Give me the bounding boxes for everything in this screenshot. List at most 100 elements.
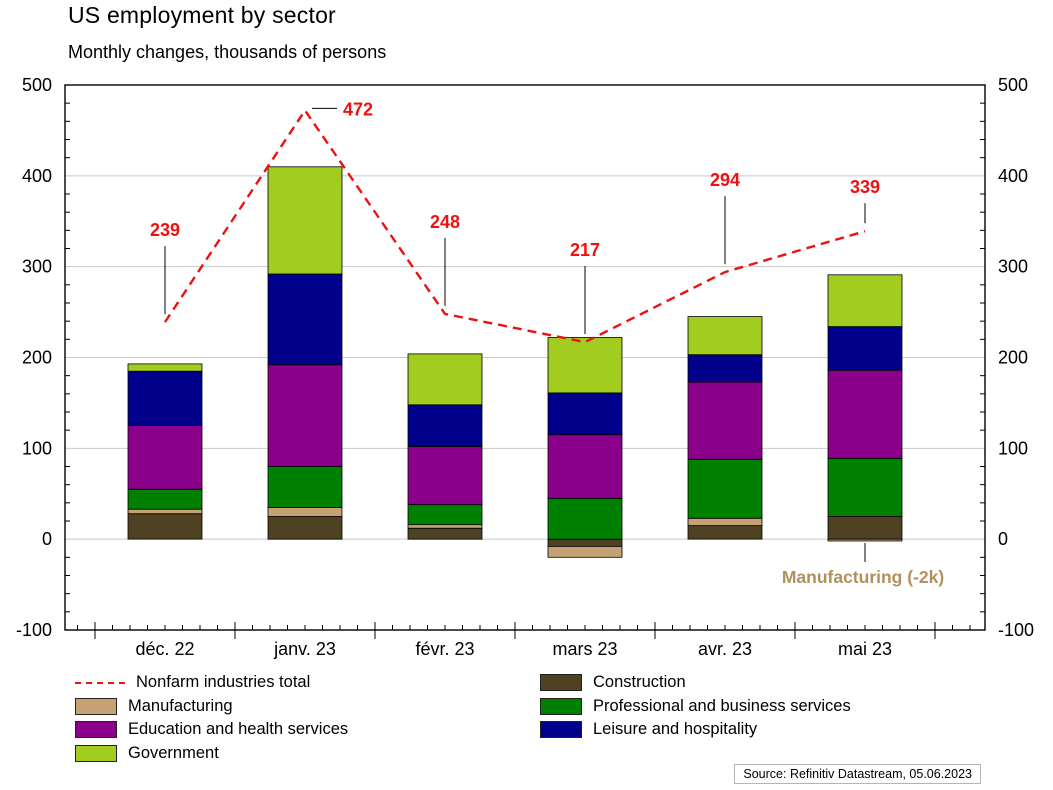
legend-item-education-and-health-services: Education and health services <box>75 718 540 742</box>
bar-segment <box>827 516 903 540</box>
svg-text:100: 100 <box>22 438 52 458</box>
svg-text:mai 23: mai 23 <box>838 639 892 659</box>
bar-segment <box>547 497 623 540</box>
plot-frame <box>64 84 986 631</box>
bar-segment <box>407 527 483 540</box>
bar-segment <box>687 517 763 526</box>
legend-swatch-professional-and-business-services <box>540 697 582 715</box>
legend-item-manufacturing: Manufacturing <box>75 695 540 719</box>
legend-swatch-government <box>75 744 117 762</box>
svg-text:0: 0 <box>998 529 1008 549</box>
bars <box>127 166 903 558</box>
svg-text:248: 248 <box>430 212 460 232</box>
bar-segment <box>267 364 343 467</box>
svg-text:févr. 23: févr. 23 <box>415 639 474 659</box>
bar-segment <box>547 392 623 436</box>
svg-text:300: 300 <box>998 257 1028 277</box>
svg-text:200: 200 <box>22 348 52 368</box>
bar-segment <box>407 353 483 406</box>
manufacturing-annotation: Manufacturing (-2k) <box>782 542 944 587</box>
svg-text:200: 200 <box>998 348 1028 368</box>
bar-segment <box>127 508 203 515</box>
svg-text:0: 0 <box>42 529 52 549</box>
legend-column-1: Nonfarm industries total Manufacturing Edu… <box>75 671 540 765</box>
svg-text:janv. 23: janv. 23 <box>273 639 336 659</box>
bar-segment <box>827 274 903 327</box>
legend-item-construction: Construction <box>540 671 851 695</box>
svg-text:500: 500 <box>998 75 1028 95</box>
svg-text:déc. 22: déc. 22 <box>135 639 194 659</box>
bar-segment <box>407 504 483 526</box>
bar-segment <box>547 538 623 547</box>
legend-item-professional-and-business-services: Professional and business services <box>540 695 851 719</box>
svg-text:217: 217 <box>570 240 600 260</box>
legend-swatch-manufacturing <box>75 697 117 715</box>
chart-title: US employment by sector <box>68 2 336 28</box>
bar-segment <box>687 381 763 460</box>
source-note: Source: Refinitiv Datastream, 05.06.2023 <box>734 764 981 784</box>
bar-segment <box>827 369 903 459</box>
svg-text:339: 339 <box>850 177 880 197</box>
nonfarm-total-line <box>163 108 866 344</box>
chart-subtitle: Monthly changes, thousands of persons <box>68 42 387 62</box>
svg-text:100: 100 <box>998 438 1028 458</box>
legend-item-nonfarm-industries-total: Nonfarm industries total <box>75 671 540 695</box>
legend-line-marker <box>75 681 125 684</box>
bar-segment <box>267 466 343 508</box>
bar-segment <box>687 354 763 383</box>
bar-segment <box>127 425 203 490</box>
bar-segment <box>407 446 483 505</box>
legend-label: Education and health services <box>128 720 349 739</box>
svg-text:mars 23: mars 23 <box>552 639 617 659</box>
employment-stacked-bar-chart: -100 -100 0 0 100 100 200 200 300 300 400 400 500 500… <box>16 75 1034 659</box>
bar-segment <box>687 525 763 540</box>
legend-label: Professional and business services <box>593 696 851 715</box>
x-axis-labels: déc. 22 janv. 23 févr. 23 mars 23 avr. 23 mai… <box>135 639 892 659</box>
svg-text:300: 300 <box>22 257 52 277</box>
legend-swatch-construction <box>540 674 582 692</box>
bar-segment <box>687 316 763 356</box>
legend-label: Manufacturing <box>128 696 233 715</box>
svg-text:Manufacturing (-2k): Manufacturing (-2k) <box>782 567 944 587</box>
svg-text:400: 400 <box>22 166 52 186</box>
svg-text:472: 472 <box>343 99 373 119</box>
legend-label: Construction <box>593 673 686 692</box>
svg-text:avr. 23: avr. 23 <box>698 639 752 659</box>
svg-text:500: 500 <box>22 75 52 95</box>
svg-text:294: 294 <box>710 170 740 190</box>
legend-label: Leisure and hospitality <box>593 720 758 739</box>
y-axis-labels: -100 -100 0 0 100 100 200 200 300 300 400 400 500 500 <box>16 75 1034 640</box>
bar-segment <box>687 458 763 519</box>
legend-item-leisure-and-hospitality: Leisure and hospitality <box>540 718 851 742</box>
bar-segment <box>547 546 623 558</box>
bar-segment <box>267 516 343 540</box>
y-minor-ticks <box>65 102 985 613</box>
bar-segment <box>127 513 203 540</box>
chart-legend: Nonfarm industries total Manufacturing Edu… <box>75 671 851 765</box>
legend-swatch-education-and-health-services <box>75 721 117 739</box>
legend-label: Government <box>128 743 219 762</box>
bar-segment <box>267 273 343 366</box>
bar-segment <box>127 370 203 427</box>
legend-label: Nonfarm industries total <box>136 673 311 692</box>
bar-segment <box>827 457 903 517</box>
bar-segment <box>267 506 343 517</box>
legend-column-2: Construction Professional and business se… <box>540 671 851 765</box>
bar-segment <box>827 538 903 542</box>
svg-text:400: 400 <box>998 166 1028 186</box>
bar-segment <box>267 166 343 275</box>
bar-segment <box>127 488 203 510</box>
bar-segment <box>127 363 203 372</box>
bar-segment <box>407 524 483 529</box>
line-value-labels: 239 472 248 217 294 339 <box>150 99 880 335</box>
svg-text:-100: -100 <box>16 620 52 640</box>
bar-segment <box>547 434 623 499</box>
legend-item-government: Government <box>75 742 540 766</box>
bar-segment <box>547 337 623 394</box>
svg-text:-100: -100 <box>998 620 1034 640</box>
bar-segment <box>407 404 483 447</box>
svg-text:239: 239 <box>150 220 180 240</box>
bar-segment <box>827 326 903 371</box>
legend-swatch-leisure-and-hospitality <box>540 721 582 739</box>
